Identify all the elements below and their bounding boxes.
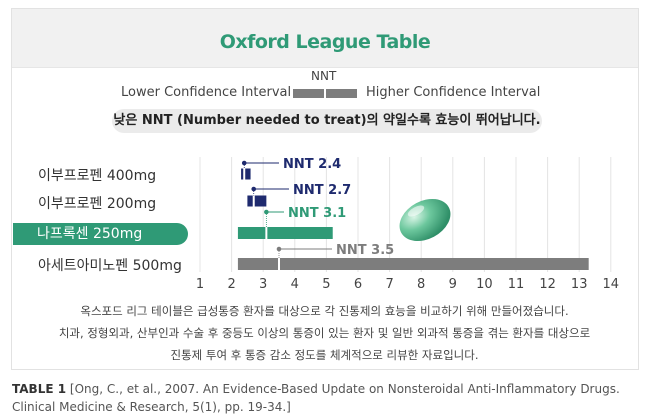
- nnt-value-label: NNT 3.1: [288, 206, 346, 221]
- chart-card: Oxford League Table: [11, 8, 639, 370]
- ci-bar-upper: [254, 195, 267, 207]
- x-tick-label: 4: [291, 277, 299, 292]
- table-caption: TABLE 1 [Ong, C., et al., 2007. An Evide…: [12, 382, 620, 396]
- drug-label-ibuprofen-400: 이부프로펜 400mg: [38, 168, 157, 184]
- nnt-value-label: NNT 2.7: [293, 183, 351, 198]
- legend-higher-label: Higher Confidence Interval: [366, 85, 541, 100]
- drug-label-naproxen-250: 나프록센 250mg: [13, 223, 188, 245]
- ci-bar-upper: [245, 168, 251, 180]
- x-tick-label: 6: [354, 277, 362, 292]
- footnote-line-1: 옥스포드 리그 테이블은 급성통증 환자를 대상으로 각 진통제의 효능을 비교…: [80, 304, 569, 318]
- drug-label-ibuprofen-200: 이부프로펜 200mg: [38, 196, 157, 212]
- legend-bar-left: [293, 89, 324, 98]
- x-tick-label: 12: [539, 277, 556, 292]
- ci-bar-lower: [237, 258, 278, 270]
- chart-title: Oxford League Table: [219, 31, 431, 53]
- x-tick-label: 1: [196, 277, 204, 292]
- footnote-line-3: 진통제 투여 후 통증 감소 정도를 체계적으로 리뷰한 자료입니다.: [170, 348, 479, 362]
- legend-bar-right: [326, 89, 357, 98]
- x-tick-label: 11: [508, 277, 525, 292]
- capsule-highlight: [407, 205, 425, 217]
- x-tick-label: 14: [603, 277, 620, 292]
- caption-label: TABLE 1: [12, 382, 67, 396]
- x-tick-label: 9: [449, 277, 457, 292]
- efficacy-note: 낮은 NNT (Number needed to treat)의 약일수록 효능…: [112, 109, 542, 133]
- x-tick-label: 5: [322, 277, 330, 292]
- ci-bar-lower: [247, 195, 253, 207]
- x-tick-label: 7: [385, 277, 393, 292]
- ci-bar-upper: [280, 258, 589, 270]
- x-tick-label: 13: [571, 277, 588, 292]
- softgel-capsule-icon: [399, 198, 451, 242]
- nnt-value-label: NNT 2.4: [283, 157, 341, 172]
- x-tick-label: 8: [417, 277, 425, 292]
- drug-label-acetaminophen-500: 아세트아미노펜 500mg: [38, 258, 182, 274]
- nnt-value-label: NNT 3.5: [336, 243, 394, 258]
- footnote-line-2: 치과, 정형외과, 산부인과 수술 후 중등도 이상의 통증이 있는 환자 및 …: [58, 326, 591, 340]
- caption-line-1: [Ong, C., et al., 2007. An Evidence-Base…: [69, 382, 620, 396]
- legend-nnt-label: NNT: [311, 69, 337, 83]
- legend-lower-label: Lower Confidence Interval: [121, 85, 292, 100]
- header-band: Oxford League Table: [12, 9, 638, 68]
- x-tick-label: 3: [259, 277, 267, 292]
- x-tick-label: 10: [476, 277, 493, 292]
- ci-bar-lower: [241, 168, 244, 180]
- caption-line-2: Clinical Medicine & Research, 5(1), pp. …: [12, 400, 291, 414]
- ci-bar-upper: [267, 227, 333, 239]
- ci-bar-lower: [237, 227, 266, 239]
- x-tick-label: 2: [227, 277, 235, 292]
